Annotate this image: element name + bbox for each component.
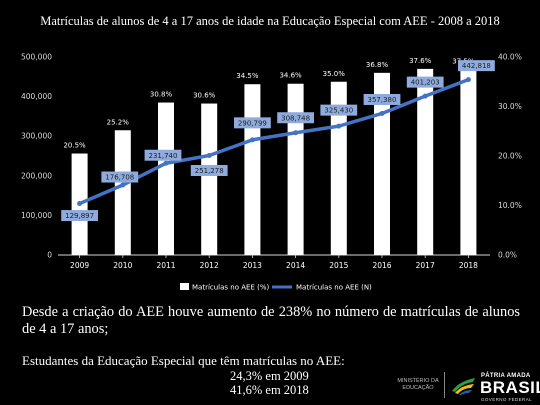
line-point-2013	[249, 137, 255, 143]
line-label-box-2016	[363, 93, 401, 105]
line-point-2010	[120, 182, 126, 188]
legend-swatch-bar	[180, 283, 189, 290]
line-data-labels: 129,897 176,708 231,740 251,278 290,799 308,7…	[61, 60, 495, 222]
line-label-box-2014	[277, 112, 314, 124]
bar-label-2009: 20.5%	[63, 142, 86, 150]
bar-label-2017: 37.6%	[409, 57, 432, 65]
bar-label-2011: 30.8%	[150, 91, 173, 99]
x-tick-label: 2013	[243, 261, 262, 270]
note-title: Estudantes da Educação Especial que têm …	[22, 353, 345, 368]
line-point-2016	[379, 110, 385, 116]
y-right-tick-label: 0.0%	[498, 251, 517, 260]
line-label-2010: 176,708	[105, 174, 134, 182]
chart-title: Matrículas de alunos de 4 a 17 anos de i…	[40, 14, 500, 28]
line-label-box-2013	[234, 117, 271, 129]
line-label-box-2011	[144, 149, 182, 161]
x-tick-label: 2009	[70, 261, 89, 270]
line-point-2012	[206, 152, 212, 158]
enrollment-chart: 0 100,000 200,000 300,000 400,000 500,000 0.0%…	[21, 53, 522, 292]
x-tick-label: 2010	[113, 261, 132, 270]
line-label-2018: 442,818	[462, 62, 491, 70]
y-left-tick-label: 200,000	[21, 171, 52, 180]
brand-line-2: BRASIL	[480, 378, 540, 397]
ministry-label: MINISTÉRIO DA EDUCAÇÃO	[397, 378, 439, 391]
y-left-tick-label: 300,000	[21, 132, 52, 141]
headline-text: Desde a criação do AEE houve aumento de …	[22, 304, 520, 337]
y-left-tick-label: 100,000	[21, 211, 52, 220]
x-tick-label: 2011	[156, 261, 175, 270]
chart-axes: 0 100,000 200,000 300,000 400,000 500,000 0.0%…	[21, 53, 522, 271]
bar-2016	[374, 72, 390, 255]
brazil-flag-icon	[452, 378, 475, 395]
bar-label-2010: 25.2%	[107, 118, 130, 126]
line-point-2015	[336, 123, 342, 129]
bar-label-2016: 36.8%	[366, 61, 389, 69]
x-tick-label: 2016	[372, 261, 391, 270]
bar-2013	[244, 84, 261, 255]
line-point-2014	[293, 130, 299, 136]
y-left-tick-label: 500,000	[21, 53, 52, 62]
line-label-2009: 129,897	[65, 212, 94, 220]
x-tick-label: 2017	[416, 261, 435, 270]
line-label-2012: 251,278	[195, 167, 224, 175]
bar-2010	[114, 130, 131, 255]
brand-line-3: GOVERNO FEDERAL	[481, 397, 533, 402]
line-label-box-2017	[406, 76, 444, 88]
line-point-2011	[163, 160, 169, 166]
line-label-2013: 290,799	[238, 119, 267, 127]
line-label-2017: 401,203	[411, 79, 440, 87]
line-series	[77, 77, 471, 207]
line-point-2017	[422, 93, 428, 99]
y-left-tick-label: 400,000	[21, 92, 52, 101]
bar-2011	[158, 102, 174, 255]
line-label-2014: 308,748	[281, 114, 310, 122]
bar-label-2013: 34.5%	[236, 72, 259, 80]
bar-2017	[417, 68, 434, 255]
brand-line-1: PÁTRIA AMADA	[481, 373, 531, 379]
x-tick-label: 2015	[329, 261, 348, 270]
legend-label-line: Matrículas no AEE (N)	[296, 284, 372, 292]
bar-2014	[287, 83, 304, 255]
bar-series	[71, 68, 477, 255]
bar-2018	[460, 69, 477, 255]
line-label-box-2009	[61, 210, 98, 222]
note-line-2009: 24,3% em 2009	[230, 369, 309, 383]
line-label-2011: 231,740	[149, 152, 178, 160]
chart-legend: Matrículas no AEE (%) Matrículas no AEE (…	[180, 283, 372, 292]
line-label-box-2018	[458, 60, 495, 72]
line-label-box-2015	[320, 104, 358, 116]
line-point-2009	[77, 201, 83, 207]
line-point-2018	[465, 77, 471, 83]
bar-label-2015: 35.0%	[323, 70, 346, 78]
y-right-tick-label: 30.0%	[498, 102, 522, 111]
line-label-2015: 325,430	[324, 107, 353, 115]
y-right-tick-label: 20.0%	[498, 152, 522, 161]
y-right-tick-label: 40.0%	[498, 53, 522, 62]
x-tick-label: 2018	[459, 261, 478, 270]
y-left-tick-label: 0	[47, 251, 52, 260]
bar-2012	[201, 103, 218, 255]
bar-label-2012: 30.6%	[193, 92, 216, 100]
line-label-box-2012	[190, 164, 228, 176]
line-path	[78, 78, 470, 206]
footer-divider	[444, 372, 445, 398]
legend-label-bar: Matrículas no AEE (%)	[192, 284, 269, 292]
x-tick-label: 2014	[286, 261, 305, 270]
line-label-box-2010	[101, 171, 139, 183]
x-tick-label: 2012	[200, 261, 219, 270]
note-line-2018: 41,6% em 2018	[230, 383, 309, 397]
bar-label-2014: 34.6%	[279, 72, 302, 80]
y-right-tick-label: 10.0%	[498, 201, 522, 210]
line-label-2016: 357,380	[368, 96, 397, 104]
